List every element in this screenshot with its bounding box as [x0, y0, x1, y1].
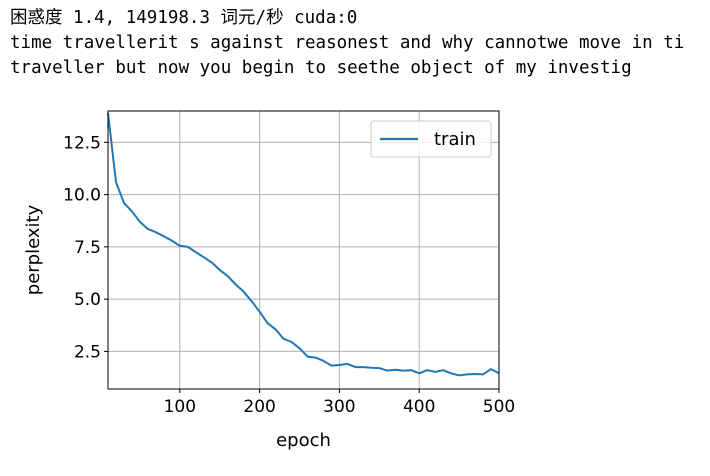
x-ticks: 100 200 300 400 500 — [164, 389, 515, 417]
legend-box — [370, 120, 492, 158]
x-tick-label: 500 — [483, 397, 515, 417]
output-line-perplexity: 困惑度 1.4, 149198.3 词元/秒 cuda:0 — [10, 8, 358, 28]
y-tick-label: 2.5 — [74, 342, 101, 362]
x-tick-label: 300 — [323, 397, 355, 417]
x-tick-label: 400 — [403, 397, 435, 417]
output-line-sample-2: traveller but now you begin to seethe ob… — [10, 58, 632, 78]
x-tick-label: 100 — [164, 397, 196, 417]
y-tick-label: 7.5 — [74, 238, 101, 258]
x-axis-label: epoch — [276, 430, 331, 451]
y-ticks: 2.5 5.0 7.5 10.0 12.5 — [63, 133, 108, 362]
legend-label: train — [434, 129, 476, 150]
plot-frame — [107, 110, 500, 390]
y-tick-label: 10.0 — [63, 186, 101, 206]
x-tick-label: 200 — [243, 397, 275, 417]
chart-legend: train — [370, 120, 492, 158]
y-tick-label: 5.0 — [74, 290, 101, 310]
y-axis-label: perplexity — [23, 204, 44, 295]
chart-series — [107, 112, 500, 377]
series-line-train — [107, 112, 500, 377]
output-line-sample-1: time travellerit s against reasonest and… — [10, 33, 685, 53]
y-tick-label: 12.5 — [63, 133, 101, 153]
